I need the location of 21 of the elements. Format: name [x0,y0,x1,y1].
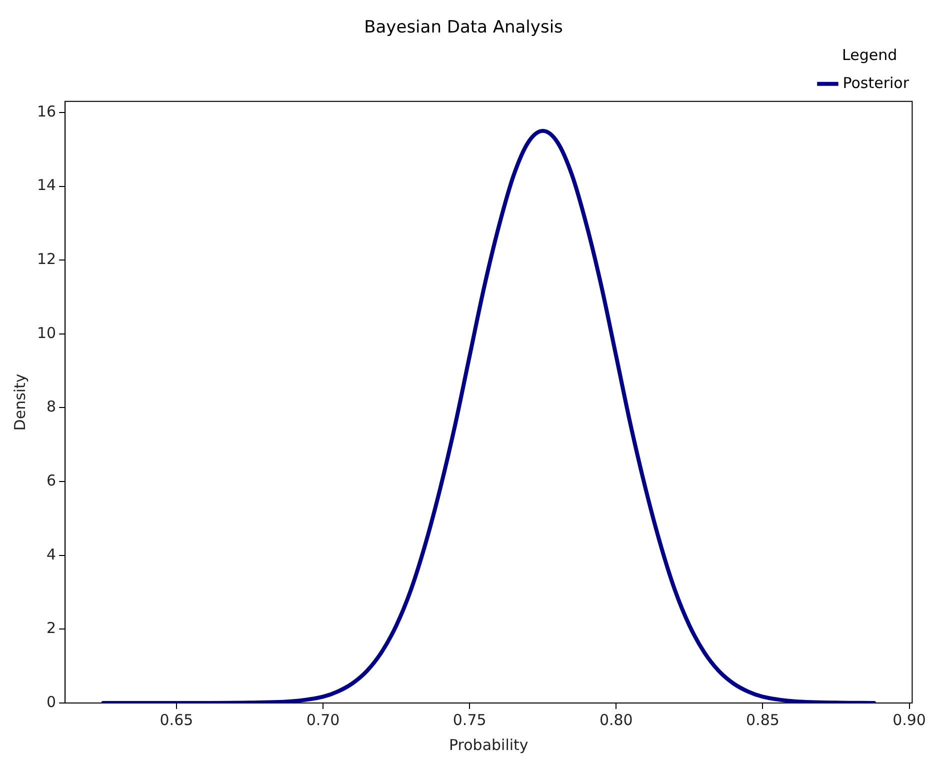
x-tick-label: 0.65 [160,710,194,729]
line-series [101,128,876,703]
x-tick-label: 0.75 [452,710,486,729]
y-tick-label: 6 [46,471,56,490]
y-tick-label: 16 [36,102,56,120]
y-tick-label: 14 [36,176,56,194]
x-tick-label: 0.70 [306,710,340,729]
y-tick-label: 0 [46,692,56,711]
y-tick-label: 2 [46,619,56,638]
y-tick-label: 4 [46,545,56,564]
x-axis-title: Probability [448,736,528,754]
x-tick-label: 0.85 [746,710,780,729]
x-tick-label: 0.80 [599,710,633,729]
chart-title: Bayesian Data Analysis [364,18,564,38]
x-tick-label: 0.90 [892,710,926,729]
legend-title: Legend [842,46,898,64]
y-tick-label: 12 [36,250,56,268]
legend-label: Posterior [842,74,910,92]
y-tick-label: 10 [36,324,56,342]
y-axis-title: Density [10,374,29,431]
y-tick-label: 8 [46,398,56,416]
